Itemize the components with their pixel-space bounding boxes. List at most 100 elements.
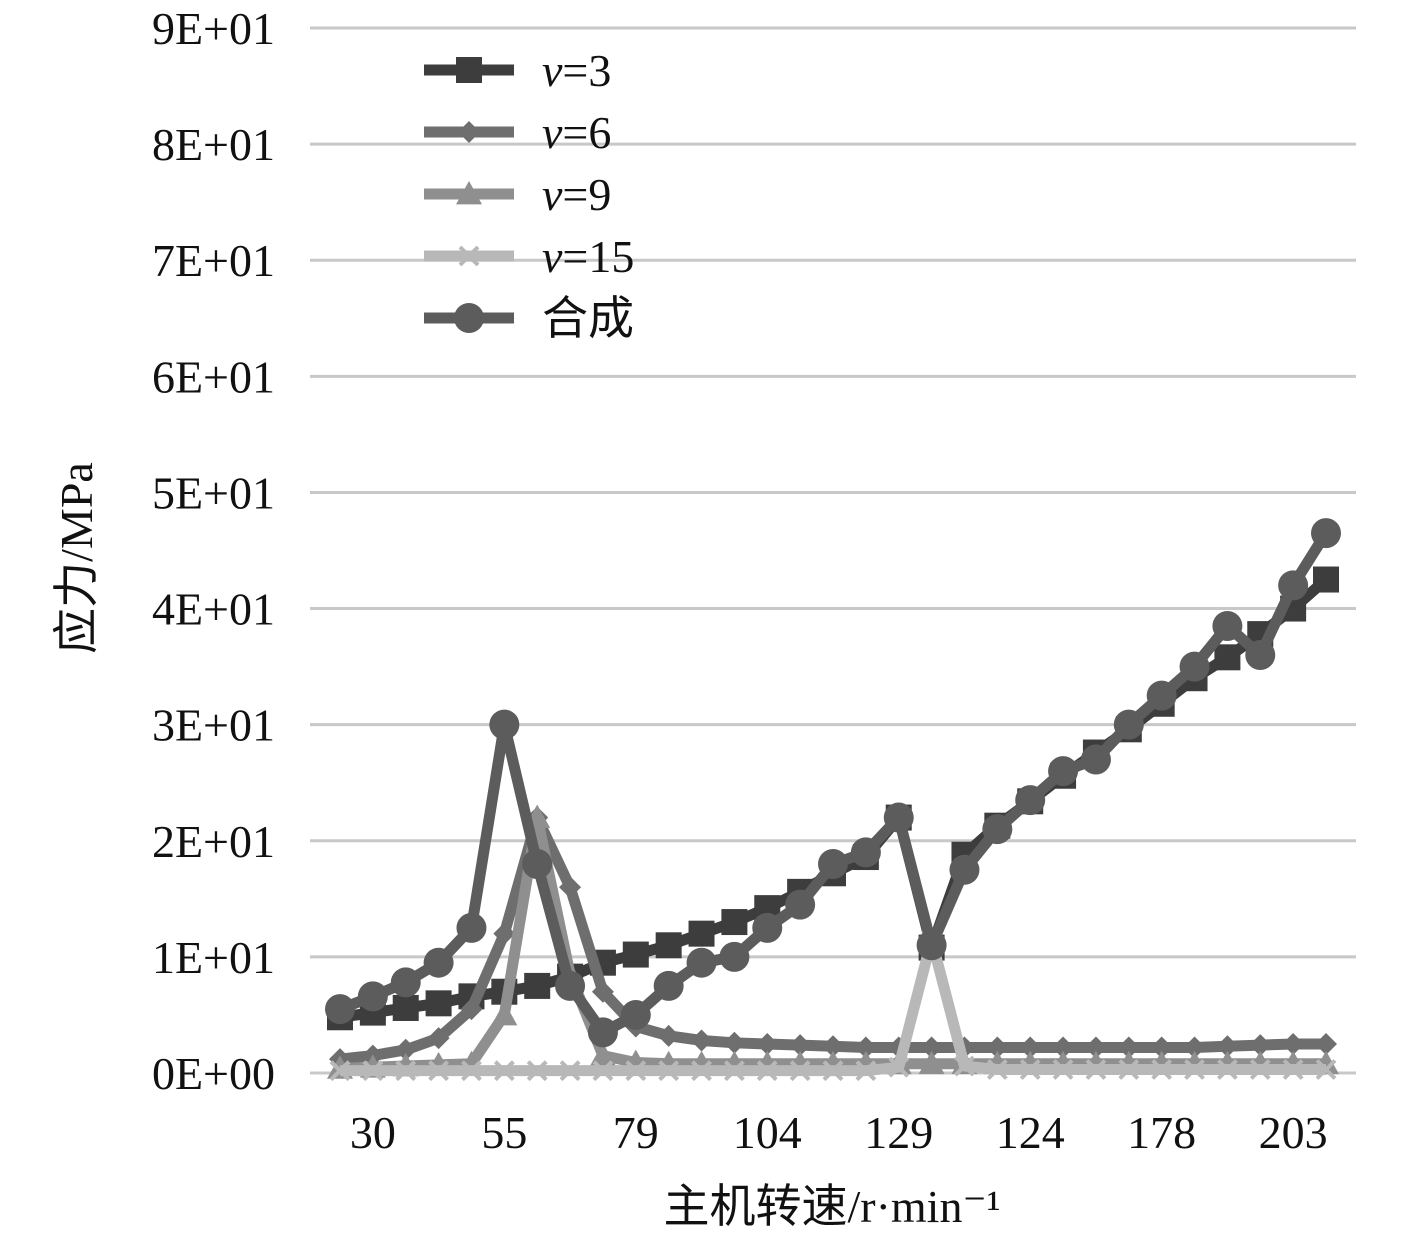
series-2 xyxy=(329,806,1337,1071)
data-point xyxy=(362,1060,384,1082)
legend-label: 合成 xyxy=(542,293,634,344)
x-tick-label: 30 xyxy=(350,1107,396,1158)
data-point xyxy=(756,1060,778,1082)
data-point xyxy=(460,998,483,1021)
data-point xyxy=(1117,1036,1140,1059)
data-point xyxy=(657,1024,680,1047)
y-tick-label: 0E+00 xyxy=(152,1048,275,1099)
data-point xyxy=(1080,744,1111,775)
data-point xyxy=(1214,644,1241,671)
data-point xyxy=(489,709,520,740)
y-tick-label: 9E+01 xyxy=(152,3,275,54)
y-axis-tick-labels: 0E+00 1E+01 2E+01 3E+01 4E+01 5E+01 6E+01 7E+01… xyxy=(152,3,275,1099)
data-point xyxy=(690,1029,713,1052)
data-point xyxy=(625,1060,647,1082)
y-tick-label: 7E+01 xyxy=(152,235,275,286)
data-point xyxy=(394,1038,417,1061)
legend-swatch-marker xyxy=(458,121,480,143)
legend: v=3 v=6 v=9 v=15 合成 xyxy=(424,45,634,344)
data-point xyxy=(1150,1036,1173,1059)
legend-label: v=6 xyxy=(542,107,611,158)
y-tick-label: 6E+01 xyxy=(152,351,275,402)
data-point xyxy=(1179,651,1210,682)
data-point xyxy=(1184,1059,1205,1080)
series-1 xyxy=(327,566,1339,1031)
legend-label: v=3 xyxy=(542,45,611,96)
y-axis-title: 应力/MPa xyxy=(51,462,102,654)
legend-label: v=15 xyxy=(542,231,634,282)
data-point xyxy=(423,947,454,978)
data-point xyxy=(719,941,750,972)
x-tick-label: 79 xyxy=(613,1107,659,1158)
data-point xyxy=(620,999,651,1030)
data-point xyxy=(1249,1059,1271,1080)
data-point xyxy=(653,970,684,1001)
data-point xyxy=(1313,566,1339,593)
x-tick-label: 55 xyxy=(481,1107,527,1158)
data-point xyxy=(1315,1032,1337,1055)
data-point xyxy=(752,912,783,943)
x-tick-label: 129 xyxy=(864,1107,933,1158)
data-point xyxy=(888,1056,910,1078)
data-point xyxy=(723,1060,745,1082)
data-point xyxy=(1212,610,1243,641)
data-point xyxy=(1084,1036,1107,1059)
y-tick-label: 4E+01 xyxy=(152,584,275,635)
data-point xyxy=(522,849,553,879)
x-tick-label: 124 xyxy=(996,1107,1065,1158)
data-point xyxy=(688,920,715,947)
data-point xyxy=(395,1060,417,1082)
legend-swatch-marker xyxy=(456,57,482,83)
legend-item: 合成 xyxy=(424,293,634,344)
legend-item: v=9 xyxy=(424,169,611,220)
data-point xyxy=(592,1060,614,1082)
legend-item: v=3 xyxy=(424,45,611,96)
data-point xyxy=(392,994,419,1021)
data-point xyxy=(1085,1059,1107,1080)
data-point xyxy=(1151,1059,1173,1080)
data-point xyxy=(1183,1036,1206,1059)
data-point xyxy=(526,1060,548,1082)
data-point xyxy=(954,1055,975,1077)
data-point xyxy=(721,909,748,936)
data-point xyxy=(1052,1059,1074,1080)
data-point xyxy=(686,947,717,978)
data-point xyxy=(425,990,452,1017)
data-series xyxy=(325,518,1341,1082)
data-point xyxy=(622,941,649,968)
data-point xyxy=(789,1060,811,1082)
data-point xyxy=(390,967,421,998)
legend-swatch-marker xyxy=(456,181,482,205)
data-point xyxy=(427,1027,450,1050)
x-tick-label: 178 xyxy=(1127,1107,1196,1158)
data-point xyxy=(325,994,355,1025)
data-point xyxy=(428,1060,450,1082)
data-point xyxy=(920,1036,943,1059)
data-point xyxy=(456,912,487,943)
data-point xyxy=(822,1035,844,1058)
data-point xyxy=(691,1060,712,1082)
data-point xyxy=(1052,1036,1075,1059)
legend-swatch-marker xyxy=(458,245,480,267)
data-point xyxy=(491,1001,518,1026)
legend-item: v=6 xyxy=(424,107,611,158)
y-tick-label: 2E+01 xyxy=(152,816,275,867)
data-point xyxy=(1245,640,1276,670)
data-point xyxy=(1048,756,1079,787)
data-point xyxy=(493,1060,515,1082)
series-5 xyxy=(325,518,1341,1048)
data-point xyxy=(1113,709,1144,740)
data-point xyxy=(756,1032,779,1055)
data-point xyxy=(655,932,682,959)
data-point xyxy=(949,854,980,885)
data-point xyxy=(986,1059,1008,1080)
data-point xyxy=(524,972,551,999)
data-point xyxy=(986,1036,1009,1059)
data-point xyxy=(1019,1036,1042,1059)
data-point xyxy=(589,1042,616,1066)
y-tick-label: 8E+01 xyxy=(152,119,275,170)
data-point xyxy=(1146,680,1177,711)
data-point xyxy=(723,1031,746,1054)
data-point xyxy=(555,970,586,1001)
